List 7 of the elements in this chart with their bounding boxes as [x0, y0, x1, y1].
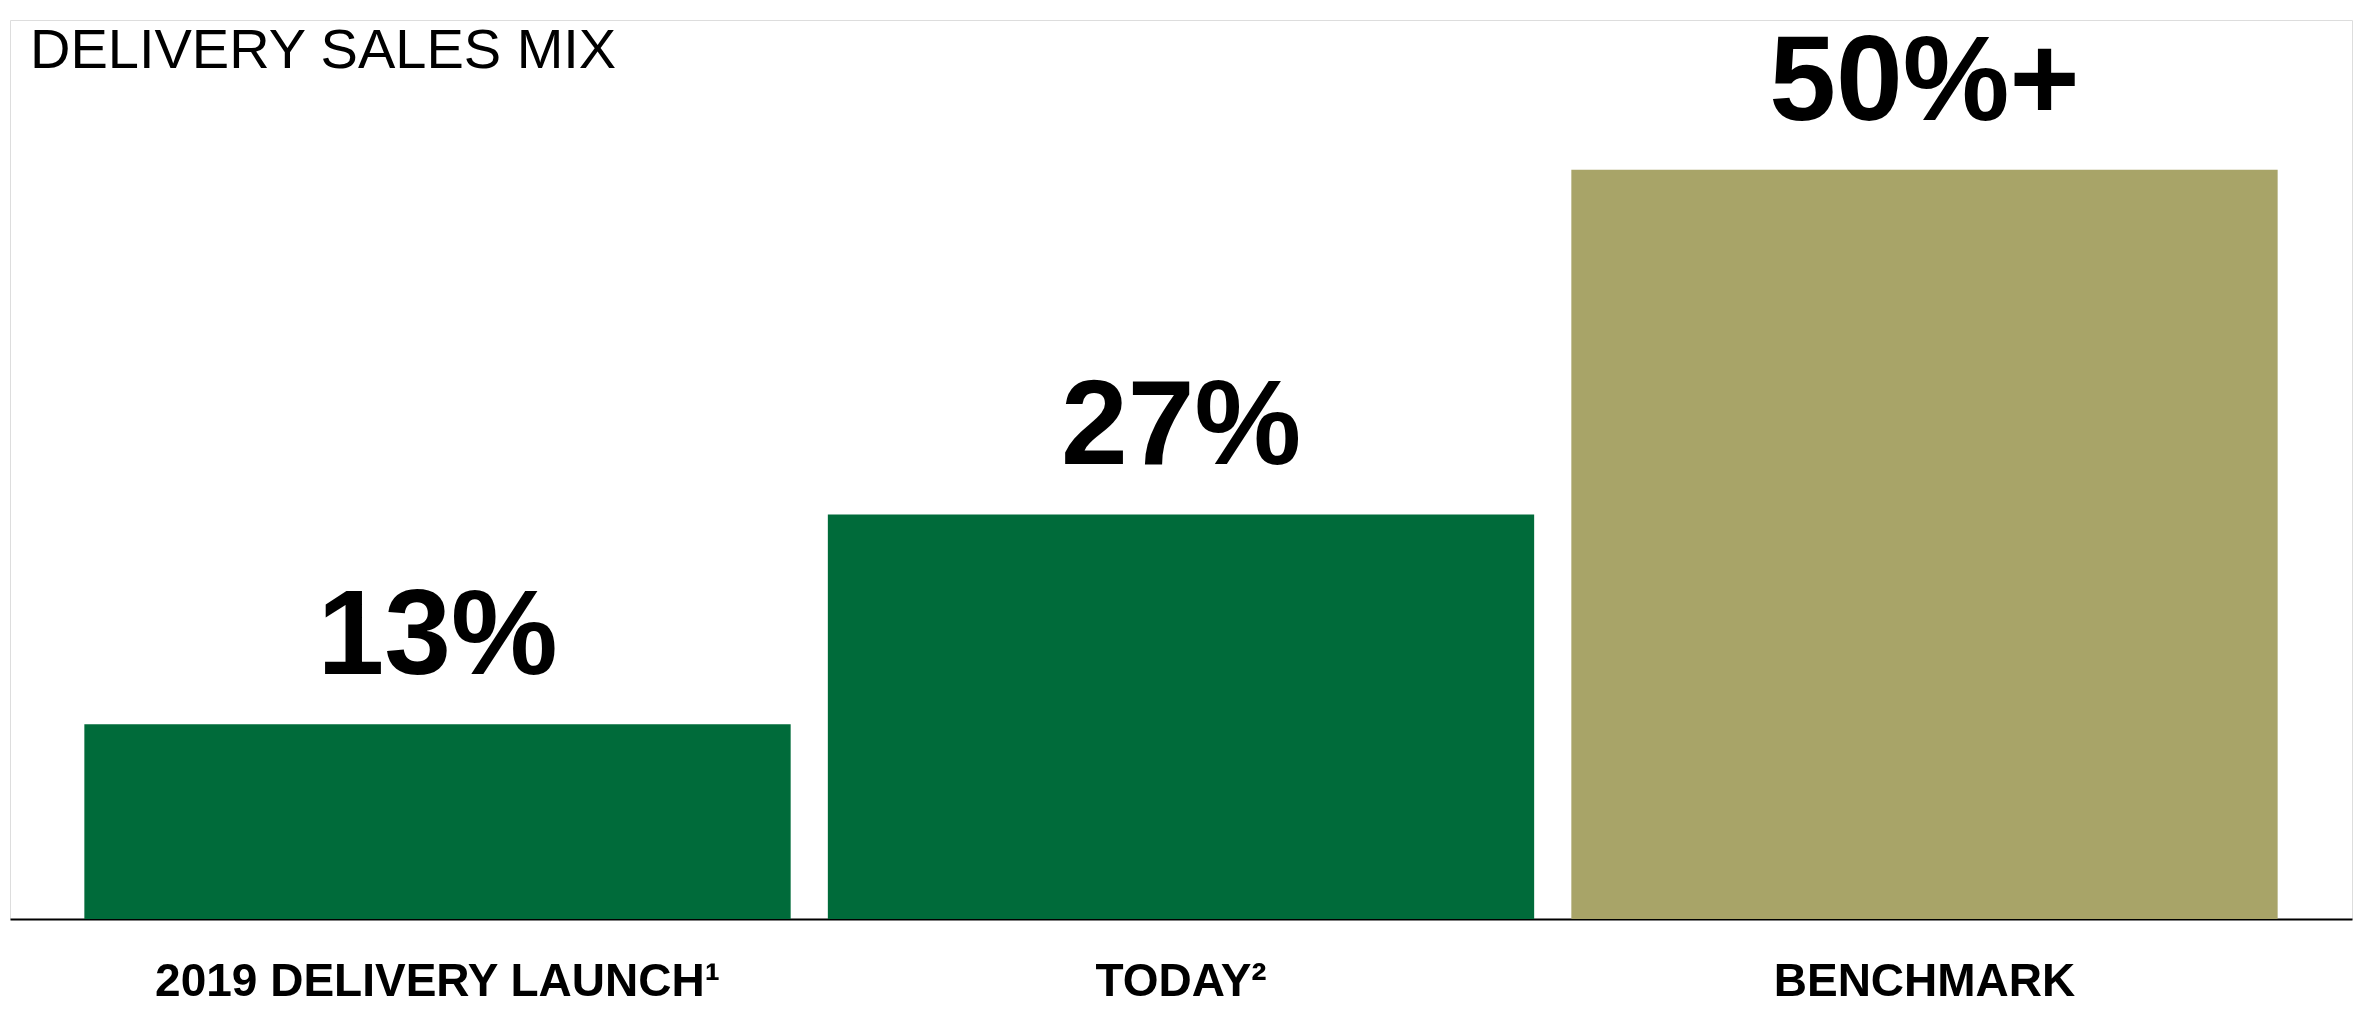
data-label: 27% — [1060, 355, 1302, 490]
x-tick-label: BENCHMARK — [1773, 953, 2076, 1006]
x-tick-label: TODAY² — [1095, 953, 1267, 1006]
x-tick-label: 2019 DELIVERY LAUNCH¹ — [155, 953, 720, 1006]
data-label: 13% — [317, 565, 558, 700]
chart-title: DELIVERY SALES MIX — [30, 17, 617, 80]
data-label: 50%+ — [1769, 10, 2080, 145]
